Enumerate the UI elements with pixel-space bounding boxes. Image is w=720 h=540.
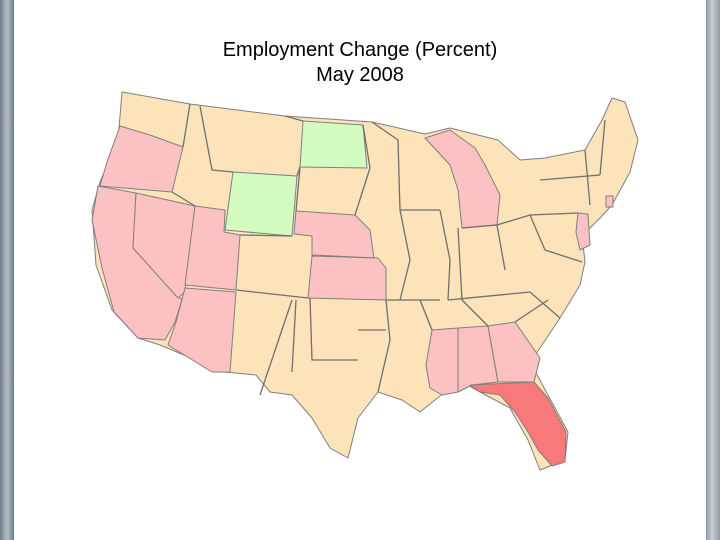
state-rhode-island: [605, 195, 614, 208]
state-arizona: [167, 287, 237, 373]
state-north-dakota: [299, 120, 368, 169]
state-michigan: [424, 129, 501, 229]
map-title: Employment Change (Percent): [222, 39, 498, 61]
state-wyoming: [224, 171, 298, 237]
right-frame-rail: [706, 0, 720, 540]
state-alabama: [457, 325, 499, 393]
state-new-jersey: [575, 212, 591, 251]
state-mississippi: [425, 327, 459, 396]
map-subtitle: May 2008: [316, 64, 404, 86]
interior-state-borders: [171, 103, 606, 396]
state-florida: [469, 381, 567, 467]
state-kansas: [307, 255, 387, 301]
state-georgia: [487, 321, 541, 383]
state-nevada: [132, 192, 196, 299]
